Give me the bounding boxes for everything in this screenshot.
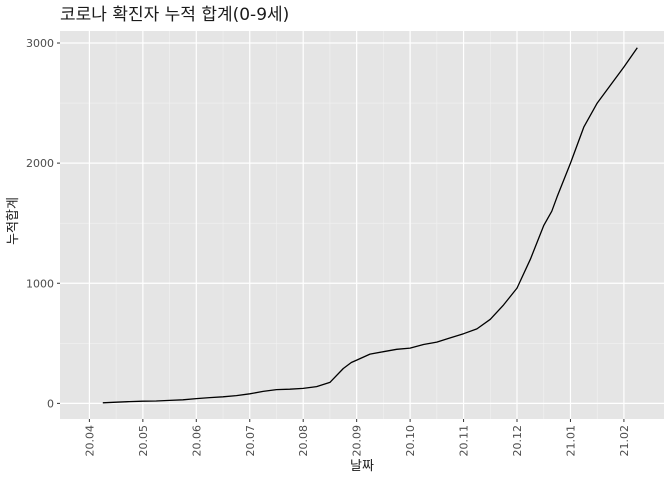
x-tick-label: 20.11 [458, 425, 471, 457]
x-tick-label: 20.10 [404, 425, 417, 457]
x-axis-title: 날짜 [350, 459, 374, 474]
y-tick-label: 2000 [26, 157, 54, 170]
chart-title: 코로나 확진자 누적 합계(0-9세) [60, 5, 289, 25]
x-tick-label: 21.02 [618, 425, 631, 457]
cumulative-cases-line [102, 47, 638, 404]
x-tick-label: 20.04 [83, 425, 96, 457]
x-tick-label: 20.08 [297, 425, 310, 457]
y-tick-label: 0 [47, 397, 54, 410]
x-tick-label: 20.05 [137, 425, 150, 457]
x-tick-label: 20.06 [190, 425, 203, 457]
x-tick-label: 20.09 [351, 425, 364, 457]
y-axis-ticks: 0 1000 2000 3000 [26, 37, 60, 410]
y-tick-label: 3000 [26, 37, 54, 50]
plot-panel [60, 31, 664, 419]
x-tick-label: 20.12 [511, 425, 524, 457]
x-tick-label: 20.07 [244, 425, 257, 457]
x-axis-ticks: 20.04 20.05 20.06 20.07 20.08 20.09 20.10 20.11… [83, 419, 631, 457]
x-tick-label: 21.01 [564, 425, 577, 457]
grid-major [60, 31, 664, 419]
y-tick-label: 1000 [26, 277, 54, 290]
grid-minor [60, 31, 664, 419]
y-axis-title: 누적합계 [6, 197, 21, 245]
